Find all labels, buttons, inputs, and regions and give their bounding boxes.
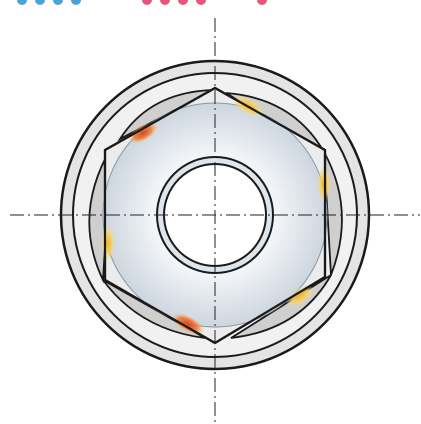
contact-zone-bottom bbox=[171, 312, 205, 336]
dot-pink-3 bbox=[178, 0, 188, 5]
contact-zone-lower-right bbox=[285, 285, 315, 307]
contact-zone-left bbox=[101, 225, 115, 261]
dot-pink-2 bbox=[160, 0, 170, 5]
dot-pink-1 bbox=[142, 0, 152, 5]
contact-zone-upper-left bbox=[128, 122, 158, 144]
dot-blue-4 bbox=[71, 0, 81, 5]
dot-blue-3 bbox=[53, 0, 63, 5]
dot-pink-4 bbox=[196, 0, 206, 5]
top-decorative-dots bbox=[17, 0, 267, 5]
centerlines-overlay bbox=[10, 18, 420, 422]
dot-pink-5 bbox=[257, 0, 267, 5]
dot-blue-1 bbox=[17, 0, 27, 5]
dot-blue-2 bbox=[35, 0, 45, 5]
